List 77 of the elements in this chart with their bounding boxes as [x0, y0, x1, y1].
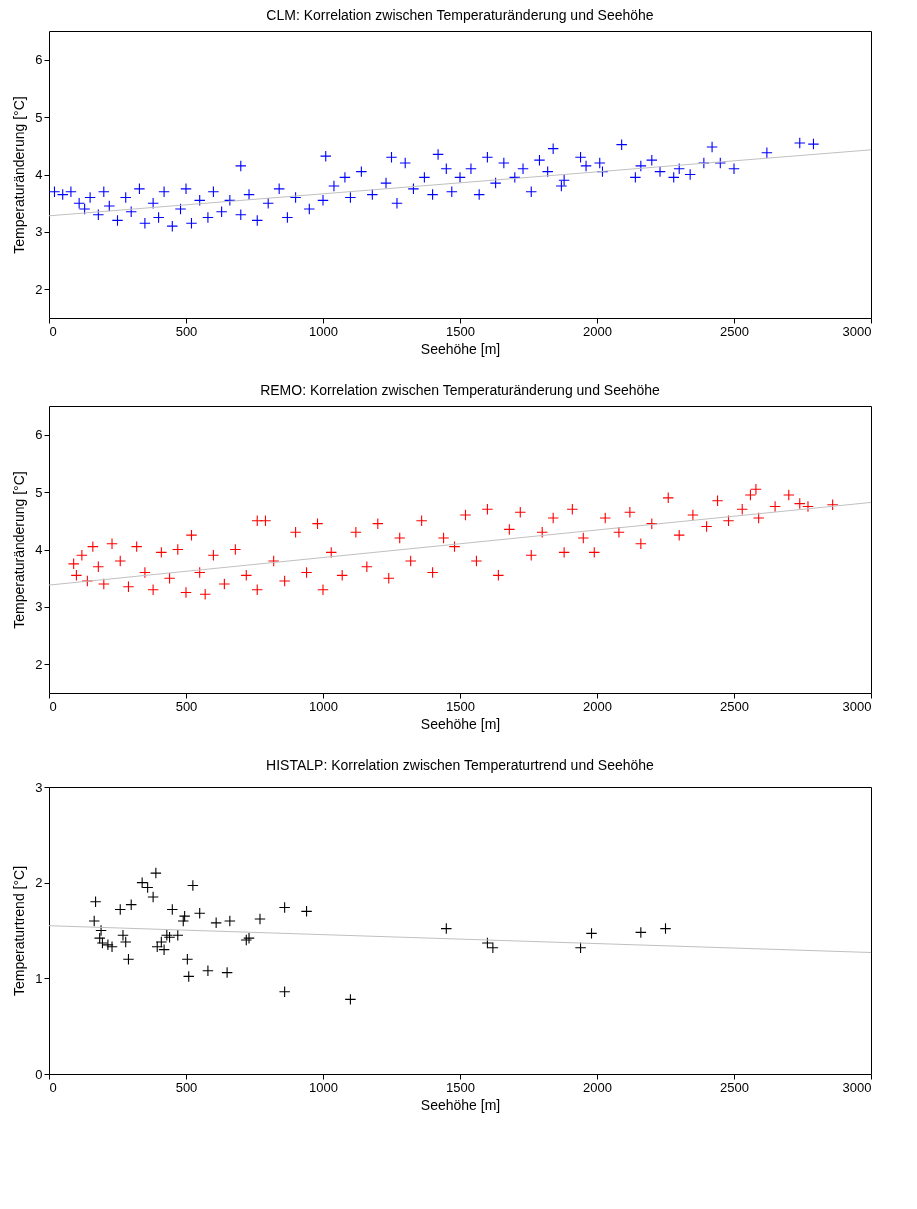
y-tick-label: 4	[35, 167, 43, 182]
point	[181, 953, 194, 965]
x-tick-label: 1500	[446, 1079, 475, 1095]
point	[122, 953, 135, 965]
x-tick-label: 1000	[309, 323, 338, 339]
y-axis-title: Temperaturänderung [°C]	[11, 471, 28, 629]
point	[125, 898, 137, 911]
point	[155, 936, 168, 948]
point	[574, 941, 587, 954]
x-tick-label: 3000	[842, 323, 872, 339]
point	[221, 966, 233, 979]
x-tick-label: 1500	[446, 323, 475, 339]
point	[224, 915, 236, 927]
y-tick-label: 4	[35, 542, 43, 557]
y-tick-label: 2	[35, 875, 43, 891]
point	[166, 903, 179, 916]
x-tick-label: 2000	[583, 698, 612, 714]
point	[88, 915, 100, 927]
x-tick-label: 3000	[842, 1079, 872, 1095]
x-tick-label: 2000	[583, 1079, 612, 1095]
x-tick-label: 0	[49, 323, 57, 339]
x-tick-label: 500	[175, 323, 198, 339]
x-tick-label: 2500	[720, 1079, 749, 1095]
y-tick-label: 3	[35, 779, 43, 795]
x-axis-title: Seehöhe [m]	[420, 1096, 501, 1113]
x-tick-label: 3000	[842, 698, 872, 714]
x-tick-label: 500	[175, 698, 198, 714]
point	[635, 926, 647, 939]
point	[254, 913, 266, 925]
x-tick-label: 0	[49, 1079, 57, 1095]
point	[210, 917, 222, 929]
x-tick-label: 0	[49, 698, 57, 714]
y-axis-title: Temperaturänderung [°C]	[11, 96, 28, 254]
y-tick-label: 3	[35, 224, 43, 240]
y-tick-label: 5	[35, 109, 43, 125]
chart-title: HISTALP: Korrelation zwischen Temperaturtrend und Seehöhe	[266, 757, 655, 773]
y-tick-label: 6	[35, 427, 43, 443]
point	[114, 903, 127, 916]
x-tick-label: 2000	[583, 323, 612, 339]
point	[202, 964, 214, 977]
point	[102, 939, 114, 951]
x-tick-label: 2500	[720, 323, 749, 339]
y-axis-title: Temperaturtrend [°C]	[11, 865, 28, 997]
point	[659, 922, 672, 935]
point	[278, 985, 291, 998]
chart-title: CLM: Korrelation zwischen Temperaturänderung und Seehöhe	[266, 7, 654, 23]
y-tick-label: 0	[35, 1066, 43, 1082]
x-tick-label: 1000	[309, 698, 338, 714]
chart-title: REMO: Korrelation zwischen Temperaturänderung und Seehöhe	[260, 382, 661, 398]
point	[147, 891, 159, 903]
x-axis-title: Seehöhe [m]	[420, 340, 501, 357]
point	[344, 993, 357, 1006]
point	[150, 867, 162, 879]
point	[171, 929, 184, 942]
point	[585, 927, 598, 940]
point	[187, 879, 199, 892]
y-tick-label: 5	[35, 484, 43, 500]
y-tick-label: 2	[35, 656, 43, 672]
point	[178, 910, 191, 922]
point	[89, 896, 102, 908]
point	[182, 970, 195, 983]
point	[300, 905, 313, 918]
x-axis-title: Seehöhe [m]	[420, 715, 501, 732]
point	[177, 915, 190, 927]
point	[106, 940, 118, 953]
x-tick-label: 500	[175, 1079, 198, 1095]
y-tick-label: 1	[35, 970, 43, 986]
x-tick-label: 1000	[309, 1079, 338, 1095]
x-tick-label: 2500	[720, 698, 749, 714]
point	[193, 907, 206, 920]
point	[440, 922, 453, 935]
x-tick-label: 1500	[446, 698, 475, 714]
y-tick-label: 3	[35, 599, 43, 615]
point	[278, 901, 291, 914]
y-tick-label: 6	[35, 52, 43, 68]
y-tick-label: 2	[35, 281, 43, 297]
point	[95, 924, 107, 937]
